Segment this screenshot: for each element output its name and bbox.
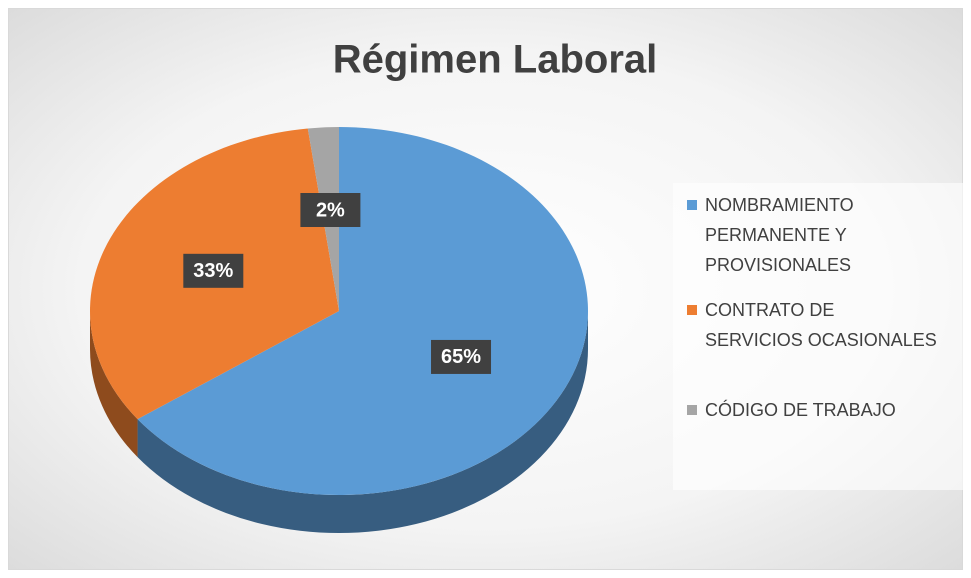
- slice-side: [137, 311, 589, 533]
- pie-slice: [137, 127, 588, 495]
- legend-swatch: [687, 200, 697, 210]
- legend-item: CÓDIGO DE TRABAJO: [687, 395, 937, 425]
- data-label: 2%: [316, 199, 345, 221]
- legend-swatch: [687, 305, 697, 315]
- data-label: 65%: [441, 346, 481, 368]
- legend-label: NOMBRAMIENTO PERMANENTE Y PROVISIONALES: [705, 195, 854, 275]
- chart-title: Régimen Laboral: [333, 38, 658, 82]
- legend-label: CONTRATO DE SERVICIOS OCASIONALES: [705, 300, 937, 350]
- data-label: 33%: [193, 260, 233, 282]
- data-label-box: [300, 192, 361, 227]
- legend: NOMBRAMIENTO PERMANENTE Y PROVISIONALES C…: [673, 183, 963, 490]
- slice-side: [90, 311, 138, 458]
- data-label-box: [183, 253, 244, 288]
- data-label-box: [431, 339, 492, 374]
- legend-swatch: [687, 405, 697, 415]
- legend-item: CONTRATO DE SERVICIOS OCASIONALES: [687, 295, 937, 355]
- legend-label: CÓDIGO DE TRABAJO: [705, 400, 896, 420]
- legend-item: NOMBRAMIENTO PERMANENTE Y PROVISIONALES: [687, 190, 937, 280]
